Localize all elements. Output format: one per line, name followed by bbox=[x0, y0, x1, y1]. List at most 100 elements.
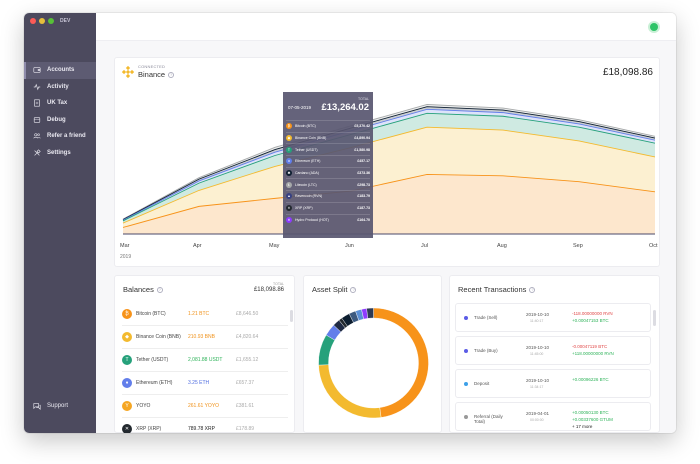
tooltip-total: £13,264.02 bbox=[321, 102, 369, 113]
donut-slice[interactable] bbox=[318, 334, 336, 366]
main-area: CONNECTED Binance ? £18,098.86 Mar Apr May… bbox=[96, 13, 676, 433]
transaction-amount: -0.00047119 BTC bbox=[572, 344, 608, 349]
series-area bbox=[123, 174, 655, 234]
support-label: Support bbox=[47, 403, 69, 409]
transactions-scrollbar[interactable] bbox=[653, 310, 656, 326]
sidebar-nav: Accounts Activity UK Tax Debug Refer a frien… bbox=[24, 62, 96, 161]
tooltip-coin-value: £187.73 bbox=[357, 206, 370, 211]
sidebar-item-label: UK Tax bbox=[47, 100, 68, 107]
app-window: DEV Accounts Activity UK Tax Debug Refer a f… bbox=[24, 13, 676, 433]
balance-fiat-value: £8,646.50 bbox=[236, 311, 259, 317]
transaction-amount: +0.00096226 BTC bbox=[572, 377, 609, 382]
transaction-type-dot bbox=[464, 415, 468, 419]
tooltip-row: ▲ Ravencoin (RVN) £183.79 bbox=[286, 190, 370, 202]
info-icon[interactable]: ? bbox=[156, 286, 163, 293]
balance-row[interactable]: Y YOYO 261.61 YOYO £381.61 bbox=[122, 395, 288, 418]
tooltip-coin-name: Ravencoin (RVN) bbox=[295, 194, 323, 199]
binance-logo-icon bbox=[122, 66, 134, 78]
coin-icon: ♦ bbox=[286, 158, 292, 165]
sidebar-item-label: Refer a friend bbox=[47, 133, 86, 140]
support-link[interactable]: Support bbox=[33, 402, 68, 410]
balance-row[interactable]: ✕ XRP (XRP) 789.78 XRP £178.89 bbox=[122, 418, 288, 433]
balance-coin-name: Tether (USDT) bbox=[136, 356, 169, 363]
balances-list: ₿ Bitcoin (BTC) 1.21 BTC £8,646.50 ◆ Binance … bbox=[122, 303, 288, 433]
sidebar-item-refer-a-friend[interactable]: Refer a friend bbox=[24, 128, 96, 145]
sidebar-item-label: Accounts bbox=[47, 67, 75, 74]
coin-icon: Ł bbox=[286, 181, 292, 188]
transactions-list: Trade (Sell) 2019-10-10 11:40:17 -118.00000… bbox=[455, 303, 651, 433]
transaction-row[interactable]: Trade (Buy) 2019-10-10 11:45:00 -0.00047119… bbox=[455, 336, 651, 365]
tooltip-row: T Tether (USDT) £1,580.98 bbox=[286, 143, 370, 155]
balance-amount: 3.25 ETH bbox=[188, 380, 210, 386]
sidebar-item-activity[interactable]: Activity bbox=[24, 79, 96, 96]
transaction-date: 2019-10-10 bbox=[526, 312, 550, 317]
coin-icon: ◆ bbox=[286, 135, 292, 142]
transaction-date: 2019-04-01 bbox=[526, 411, 550, 416]
transaction-amounts: +0.00050130 BTC +0.00337600 GTUM + 17 more bbox=[572, 410, 613, 430]
sidebar-item-accounts[interactable]: Accounts bbox=[24, 62, 96, 79]
maximize-window-button[interactable] bbox=[48, 18, 54, 24]
balances-scrollbar[interactable] bbox=[290, 310, 293, 322]
transactions-title-text: Recent Transactions bbox=[458, 285, 527, 294]
sidebar-item-uk-tax[interactable]: UK Tax bbox=[24, 95, 96, 112]
x-tick-label: Sep bbox=[573, 243, 583, 249]
info-icon[interactable]: ? bbox=[350, 286, 357, 293]
x-tick-label: Oct bbox=[649, 243, 658, 249]
tooltip-coin-name: Tether (USDT) bbox=[295, 147, 318, 152]
info-icon[interactable]: ? bbox=[168, 71, 175, 78]
sidebar-item-debug[interactable]: Debug bbox=[24, 112, 96, 129]
tooltip-row: ✕ XRP (XRP) £187.73 bbox=[286, 201, 370, 214]
coin-icon: Y bbox=[122, 401, 132, 411]
chart-tooltip: 07-05-2019 TOTAL £13,264.02 ₿ Bitcoin (BT… bbox=[283, 92, 373, 238]
info-icon[interactable]: ? bbox=[529, 286, 536, 293]
tooltip-coin-value: £298.73 bbox=[357, 182, 370, 187]
transaction-row[interactable]: Trade (Sell) 2019-10-10 11:40:17 -118.00000… bbox=[455, 303, 651, 332]
balance-row[interactable]: ♦ Ethereum (ETH) 3.25 ETH £657.37 bbox=[122, 372, 288, 395]
top-bar bbox=[96, 13, 676, 41]
transaction-amount: +0.00337600 GTUM bbox=[572, 416, 613, 422]
series-line bbox=[122, 104, 656, 220]
transaction-row[interactable]: Deposit 2019-10-10 11:34:17 +0.00096226 BTC bbox=[455, 369, 651, 398]
document-icon bbox=[34, 99, 40, 107]
coin-icon: T bbox=[122, 355, 132, 365]
asset-split-donut[interactable] bbox=[304, 300, 443, 430]
tooltip-coin-name: Ethereum (ETH) bbox=[295, 159, 321, 164]
transaction-amount: +118.00000000 RVN bbox=[572, 350, 614, 356]
exchange-name-text: Binance bbox=[138, 70, 166, 79]
balances-total-label: TOTAL bbox=[273, 282, 284, 286]
donut-slice[interactable] bbox=[318, 364, 382, 419]
transaction-type: Referral (Daily Total) bbox=[474, 414, 503, 424]
chart-year-label: 2019 bbox=[120, 254, 132, 260]
tooltip-row: ✕ Hydro Protocol (HOT) £164.70 bbox=[286, 213, 370, 226]
tooltip-coin-name: Cardano (ADA) bbox=[295, 171, 319, 176]
tooltip-coin-value: £5,370.42 bbox=[354, 124, 370, 129]
asset-split-card: Asset Split ? bbox=[303, 275, 442, 433]
connection-status-label: CONNECTED bbox=[138, 64, 166, 69]
donut-slice[interactable] bbox=[373, 307, 429, 418]
transaction-type-dot bbox=[464, 382, 468, 386]
coin-icon: ◆ bbox=[122, 332, 132, 342]
transactions-title: Recent Transactions ? bbox=[458, 285, 536, 294]
series-line bbox=[122, 108, 656, 221]
tooltip-coin-value: £4,890.94 bbox=[354, 136, 370, 141]
balance-row[interactable]: ◆ Binance Coin (BNB) 210.93 BNB £4,820.64 bbox=[122, 326, 288, 349]
coin-icon: ✱ bbox=[286, 170, 292, 177]
tooltip-date: 07-05-2019 bbox=[288, 105, 312, 110]
balance-coin-name: Binance Coin (BNB) bbox=[136, 333, 181, 340]
sidebar-item-settings[interactable]: Settings bbox=[24, 145, 96, 162]
tooltip-row: ✱ Cardano (ADA) £373.36 bbox=[286, 166, 370, 179]
transaction-time: 00:00:00 bbox=[530, 418, 544, 422]
balance-row[interactable]: T Tether (USDT) 2,081.88 USDT £1,655.12 bbox=[122, 349, 288, 372]
asset-split-title-text: Asset Split bbox=[312, 285, 348, 294]
balance-coin-name: YOYO bbox=[136, 402, 151, 409]
portfolio-area-chart[interactable] bbox=[115, 58, 661, 268]
donut-slice[interactable] bbox=[366, 307, 374, 319]
connection-status-indicator bbox=[650, 23, 658, 31]
minimize-window-button[interactable] bbox=[39, 18, 45, 24]
transaction-row[interactable]: Referral (Daily Total) 2019-04-01 00:00:00… bbox=[455, 402, 651, 431]
transaction-time: 11:34:17 bbox=[530, 385, 544, 389]
balance-row[interactable]: ₿ Bitcoin (BTC) 1.21 BTC £8,646.50 bbox=[122, 303, 288, 326]
close-window-button[interactable] bbox=[30, 18, 36, 24]
coin-icon: ₿ bbox=[286, 123, 292, 130]
coin-icon: ✕ bbox=[286, 205, 292, 212]
